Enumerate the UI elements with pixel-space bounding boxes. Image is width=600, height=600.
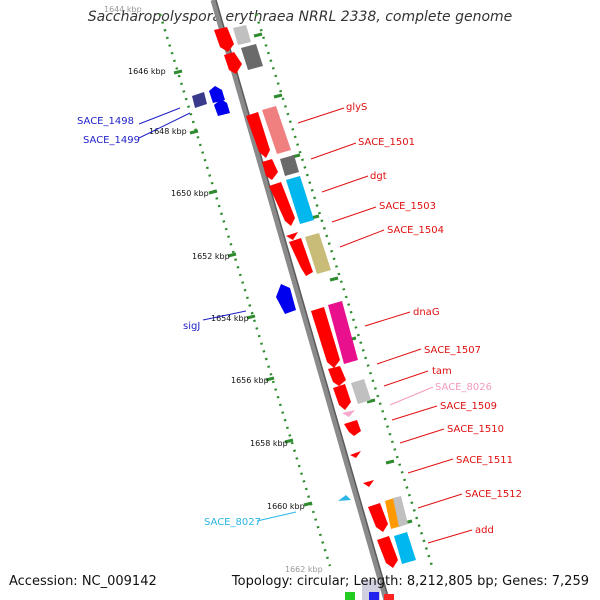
gene-label-sace-8026[interactable]: SACE_8026 (435, 382, 492, 393)
gene-sace-1512[interactable] (368, 503, 388, 532)
gene-sace-1498[interactable] (192, 92, 207, 108)
gene-label-sace-1510[interactable]: SACE_1510 (447, 424, 504, 435)
gene-sigj[interactable] (276, 284, 296, 314)
genome-summary-text: Topology: circular; Length: 8,212,805 bp… (231, 574, 589, 589)
gene-sace-1499[interactable] (209, 86, 225, 103)
gene-sace-8027[interactable] (338, 495, 351, 501)
forward-strand-features (214, 25, 416, 600)
gene-sace-1512-orange[interactable] (385, 498, 401, 529)
map-title: Saccharopolyspora erythraea NRRL 2338, c… (87, 9, 513, 25)
gene-label-sace-1507[interactable]: SACE_1507 (424, 345, 481, 356)
gene-tam-gray[interactable] (351, 379, 371, 404)
gene-sace-1501-red[interactable] (262, 159, 278, 180)
genome-backbone (210, 0, 389, 600)
gene-top-1b[interactable] (224, 52, 242, 74)
gene-dnag-magenta[interactable] (328, 301, 358, 364)
ruler-label-1644: 1644 kbp (104, 5, 142, 14)
ruler-label-1662: 1662 kbp (285, 565, 323, 574)
gene-bottom-red[interactable] (384, 594, 394, 600)
gene-dnag[interactable] (311, 307, 340, 368)
gc-track-left (158, 13, 332, 567)
gene-label-glys[interactable]: glyS (346, 102, 367, 113)
gene-sace-1499b[interactable] (214, 99, 230, 116)
gene-sace-1507[interactable] (328, 366, 346, 386)
gene-sace-1503[interactable] (286, 176, 314, 224)
gene-1504-red[interactable] (289, 238, 313, 276)
ruler-label-1650: 1650 kbp (171, 189, 209, 198)
gene-label-sace-1511[interactable]: SACE_1511 (456, 455, 513, 466)
gene-top-1[interactable] (214, 27, 234, 52)
gene-label-sace-1504[interactable]: SACE_1504 (387, 225, 444, 236)
gene-add-cyan[interactable] (394, 532, 416, 564)
gene-label-sace-1498[interactable]: SACE_1498 (77, 116, 134, 127)
gene-sace-1510[interactable] (350, 451, 361, 458)
gene-sace-1512-gray[interactable] (393, 496, 408, 527)
gene-tam[interactable] (333, 384, 351, 410)
gene-sace-8026[interactable] (342, 410, 355, 417)
gene-bottom-blue[interactable] (369, 592, 379, 600)
gene-label-sace-8027[interactable]: SACE_8027 (204, 517, 261, 528)
ruler-label-1654: 1654 kbp (211, 314, 249, 323)
ruler-label-1648: 1648 kbp (149, 127, 187, 136)
gene-label-dnag[interactable]: dnaG (413, 307, 440, 318)
ruler-label-1656: 1656 kbp (231, 376, 269, 385)
gc-track-right (254, 13, 434, 567)
gene-label-sigj[interactable]: sigJ (183, 321, 200, 332)
gene-glys-salmon[interactable] (262, 106, 291, 154)
genome-backbone-shadow (215, 0, 390, 600)
gene-label-sace-1501[interactable]: SACE_1501 (358, 137, 415, 148)
gene-sace-1504[interactable] (305, 233, 331, 274)
ruler-label-1652: 1652 kbp (192, 252, 230, 261)
gene-1504-tri[interactable] (286, 232, 298, 240)
gene-label-dgt[interactable]: dgt (370, 171, 387, 182)
gene-top-gray[interactable] (233, 25, 251, 45)
gene-glys[interactable] (246, 112, 270, 158)
ruler-label-1660: 1660 kbp (267, 502, 305, 511)
gene-top-dark[interactable] (241, 44, 263, 70)
gene-bottom-green[interactable] (345, 592, 355, 600)
gene-dgt[interactable] (269, 182, 295, 226)
gene-label-sace-1512[interactable]: SACE_1512 (465, 489, 522, 500)
gene-label-sace-1499[interactable]: SACE_1499 (83, 135, 140, 146)
ruler-label-1658: 1658 kbp (250, 439, 288, 448)
reverse-strand-features (192, 86, 351, 501)
gene-sace-1509[interactable] (344, 420, 361, 436)
accession-text: Accession: NC_009142 (9, 574, 157, 589)
leader-lines (138, 107, 473, 544)
gene-sace-1501[interactable] (280, 155, 299, 176)
ruler-label-1646: 1646 kbp (128, 67, 166, 76)
gene-label-tam[interactable]: tam (432, 366, 452, 377)
gene-label-add[interactable]: add (475, 525, 494, 536)
gene-sace-1511[interactable] (363, 480, 374, 487)
gene-label-sace-1503[interactable]: SACE_1503 (379, 201, 436, 212)
gene-label-sace-1509[interactable]: SACE_1509 (440, 401, 497, 412)
gene-add[interactable] (377, 536, 398, 568)
